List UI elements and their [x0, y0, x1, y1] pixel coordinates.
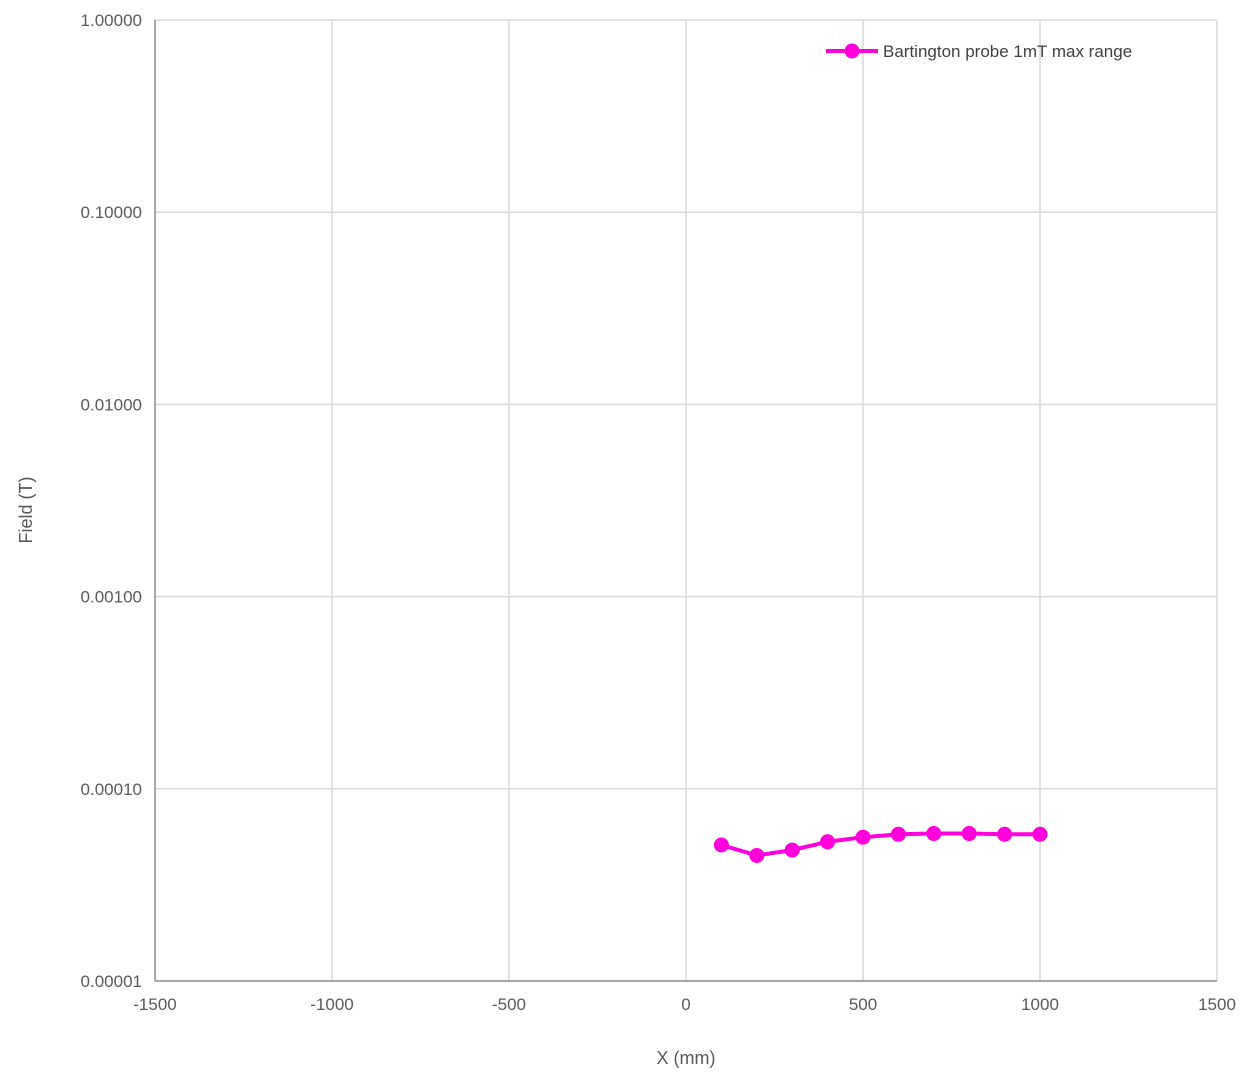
y-tick-label: 0.10000: [81, 203, 142, 222]
y-tick-label: 0.00001: [81, 972, 142, 991]
y-tick-label: 0.00100: [81, 588, 142, 607]
series-line: [720, 831, 1040, 858]
x-tick-label: -1500: [133, 995, 176, 1014]
y-tick-label: 0.00010: [81, 780, 142, 799]
x-tick-label: 1500: [1198, 995, 1236, 1014]
x-tick-label: 500: [849, 995, 877, 1014]
y-axis-title: Field (T): [16, 477, 36, 544]
x-tick-label: -500: [492, 995, 526, 1014]
data-point-marker: [926, 826, 942, 842]
legend-marker-swatch: [844, 43, 860, 59]
data-point-marker: [997, 826, 1013, 842]
y-tick-label: 0.01000: [81, 395, 142, 414]
y-tick-label: 1.00000: [81, 11, 142, 30]
data-point-marker: [784, 842, 800, 858]
data-point-marker: [855, 829, 871, 845]
x-axis-title: X (mm): [657, 1048, 716, 1068]
data-point-marker: [820, 834, 836, 850]
series-layer: [713, 826, 1048, 863]
data-point-marker: [713, 837, 729, 853]
legend-label: Bartington probe 1mT max range: [883, 42, 1132, 61]
axis-layer: [154, 20, 1217, 982]
data-point-marker: [1032, 826, 1048, 842]
data-point-marker: [890, 826, 906, 842]
grid-layer: [155, 19, 1218, 981]
legend: Bartington probe 1mT max range: [826, 42, 1132, 61]
x-tick-label: -1000: [310, 995, 353, 1014]
tick-label-layer: -1500 -1000 -500 0 500 1000 1500 0.00001 0.00010…: [81, 11, 1236, 1014]
x-tick-label: 1000: [1021, 995, 1059, 1014]
data-point-marker: [961, 826, 977, 842]
x-tick-label: 0: [681, 995, 690, 1014]
data-point-marker: [749, 847, 765, 863]
